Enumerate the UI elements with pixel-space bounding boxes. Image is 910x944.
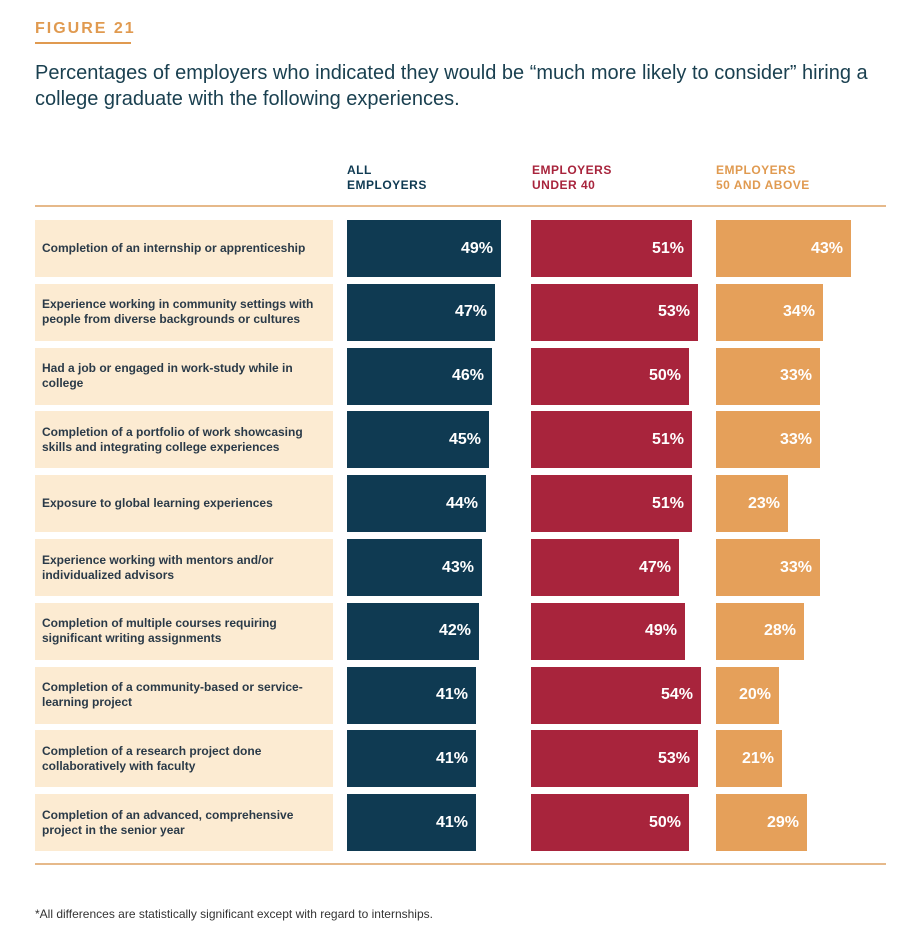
column-header-employers-under-40: EMPLOYERS UNDER 40 [532,163,612,193]
data-label: 53% [657,303,690,321]
category-label: Had a job or engaged in work-study while… [35,347,333,405]
chart-row: Completion of an advanced, comprehensive… [0,794,910,852]
data-label: 34% [782,303,815,321]
bar-all-employers: 44% [347,475,486,533]
category-label: Experience working in community settings… [35,283,333,341]
bar-employers-50-and-above: 28% [716,602,804,660]
bar-all-employers: 49% [347,220,501,277]
data-label: 45% [448,430,481,448]
data-label: 53% [657,749,690,767]
bar-employers-50-and-above: 33% [716,539,820,596]
data-label: 42% [438,622,471,640]
bar-employers-50-and-above: 20% [716,666,779,724]
data-label: 33% [779,430,812,448]
chart-row: Completion of a portfolio of work showca… [0,411,910,469]
data-label: 46% [451,367,484,385]
bar-employers-under-40: 53% [531,730,698,788]
category-label: Completion of an advanced, comprehensive… [35,794,333,852]
chart-row: Experience working with mentors and/or i… [0,539,910,596]
bar-employers-under-40: 49% [531,602,685,660]
bar-employers-50-and-above: 29% [716,794,807,852]
bar-all-employers: 43% [347,539,482,596]
category-label: Completion of an internship or apprentic… [35,220,333,277]
chart-row: Had a job or engaged in work-study while… [0,347,910,405]
column-header-line: UNDER 40 [532,178,596,192]
data-label: 47% [638,558,671,576]
data-label: 51% [651,430,684,448]
column-header-line: EMPLOYERS [716,163,796,177]
data-label: 20% [738,686,771,704]
category-label: Completion of multiple courses requiring… [35,602,333,660]
data-label: 49% [460,239,493,257]
category-label: Completion of a portfolio of work showca… [35,411,333,469]
data-label: 50% [648,813,681,831]
bar-employers-under-40: 51% [531,475,692,533]
header-divider [35,205,886,207]
column-header-line: 50 AND ABOVE [716,178,810,192]
bar-all-employers: 41% [347,794,476,852]
data-label: 54% [660,686,693,704]
data-label: 49% [644,622,677,640]
category-label: Experience working with mentors and/or i… [35,539,333,596]
data-label: 33% [779,367,812,385]
data-label: 51% [651,494,684,512]
chart-row: Exposure to global learning experiences 4… [0,475,910,533]
bar-all-employers: 45% [347,411,489,469]
chart-row: Completion of a community-based or servi… [0,666,910,724]
bar-employers-under-40: 53% [531,283,698,341]
data-label: 41% [435,686,468,704]
chart-row: Experience working in community settings… [0,283,910,341]
bar-employers-50-and-above: 21% [716,730,782,788]
figure-label-underline [35,42,131,44]
bar-all-employers: 47% [347,283,495,341]
column-header-all-employers: ALL EMPLOYERS [347,163,427,193]
data-label: 29% [766,813,799,831]
chart-row: Completion of multiple courses requiring… [0,602,910,660]
bar-all-employers: 41% [347,666,476,724]
data-label: 47% [454,303,487,321]
bar-employers-under-40: 50% [531,347,689,405]
data-label: 33% [779,558,812,576]
bar-employers-under-40: 47% [531,539,679,596]
column-header-line: EMPLOYERS [532,163,612,177]
chart-row: Completion of an internship or apprentic… [0,220,910,277]
bar-all-employers: 46% [347,347,492,405]
data-label: 23% [747,494,780,512]
data-label: 43% [810,239,843,257]
bar-employers-under-40: 50% [531,794,689,852]
data-label: 41% [435,749,468,767]
data-label: 43% [441,558,474,576]
data-label: 50% [648,367,681,385]
column-header-employers-50-and-above: EMPLOYERS 50 AND ABOVE [716,163,810,193]
chart-row: Completion of a research project done co… [0,730,910,788]
data-label: 51% [651,239,684,257]
bar-employers-50-and-above: 23% [716,475,788,533]
footnote: *All differences are statistically signi… [35,907,433,921]
data-label: 21% [741,749,774,767]
data-label: 28% [763,622,796,640]
data-label: 44% [445,494,478,512]
figure-label: FIGURE 21 [35,20,136,37]
bar-employers-50-and-above: 33% [716,347,820,405]
column-header-line: ALL [347,163,372,177]
category-label: Completion of a community-based or servi… [35,666,333,724]
bar-employers-under-40: 51% [531,411,692,469]
data-label: 41% [435,813,468,831]
chart-title: Percentages of employers who indicated t… [35,62,868,110]
category-label: Exposure to global learning experiences [35,475,333,533]
bar-employers-under-40: 54% [531,666,701,724]
bar-employers-50-and-above: 33% [716,411,820,469]
bar-all-employers: 41% [347,730,476,788]
column-header-line: EMPLOYERS [347,178,427,192]
bar-employers-under-40: 51% [531,220,692,277]
bar-employers-50-and-above: 34% [716,283,823,341]
footer-divider [35,863,886,865]
category-label: Completion of a research project done co… [35,730,333,788]
bar-employers-50-and-above: 43% [716,220,851,277]
bar-all-employers: 42% [347,602,479,660]
